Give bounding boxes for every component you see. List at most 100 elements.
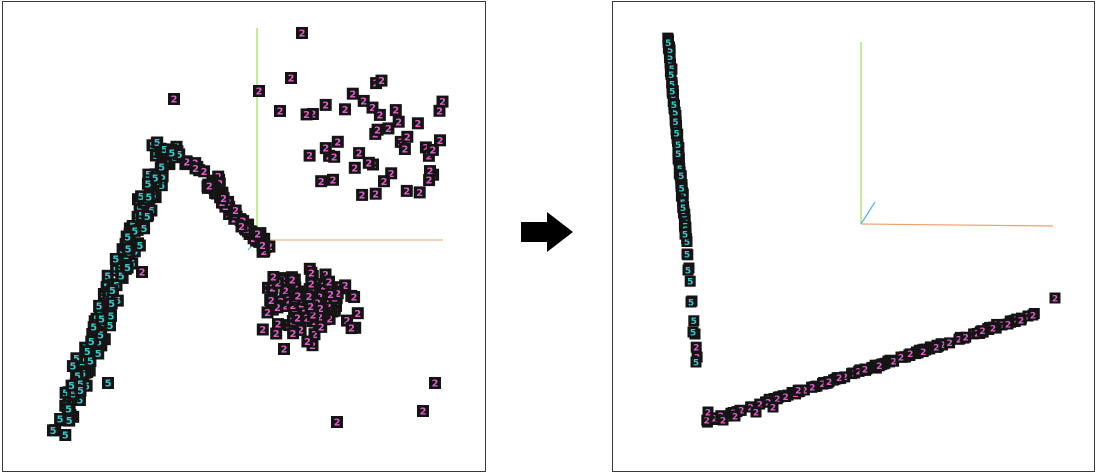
digit-five-glyph: 5 xyxy=(158,163,165,174)
digit-two-glyph: 2 xyxy=(354,309,361,320)
digit-two-glyph: 2 xyxy=(348,324,355,335)
digit-five-tile xyxy=(47,424,59,437)
digit-two-glyph: 2 xyxy=(309,110,316,121)
digit-two-glyph: 2 xyxy=(334,289,341,300)
digit-two-glyph: 2 xyxy=(183,157,190,168)
digit-two-tile xyxy=(351,307,364,320)
digit-two-glyph: 2 xyxy=(374,125,381,136)
digit-five-tile xyxy=(105,309,117,322)
digit-two-glyph: 2 xyxy=(306,151,313,162)
digit-five-glyph: 5 xyxy=(50,426,57,437)
digit-two-tile xyxy=(701,414,713,426)
digit-five-tile xyxy=(141,210,154,223)
digit-two-glyph: 2 xyxy=(269,284,276,295)
digit-two-glyph: 2 xyxy=(192,164,199,175)
digit-two-glyph: 2 xyxy=(422,143,429,154)
digit-two-glyph: 2 xyxy=(365,158,372,169)
digit-two-tile xyxy=(375,74,388,87)
digit-five-glyph: 5 xyxy=(66,416,73,427)
digit-two-glyph: 2 xyxy=(334,137,341,148)
digit-five-tile xyxy=(165,147,178,160)
digit-two-glyph: 2 xyxy=(437,136,444,147)
digit-two-glyph: 2 xyxy=(890,358,896,368)
digit-two-glyph: 2 xyxy=(282,302,289,313)
digit-two-tile xyxy=(717,414,729,426)
digit-five-tile xyxy=(102,377,114,389)
digit-two-tile xyxy=(1002,318,1014,330)
digit-two-glyph: 2 xyxy=(757,400,763,410)
digit-two-glyph: 2 xyxy=(963,334,969,344)
digit-two-glyph: 2 xyxy=(1030,311,1036,321)
digit-two-glyph: 2 xyxy=(404,132,411,143)
digit-two-tile xyxy=(839,371,851,383)
digit-two-glyph: 2 xyxy=(842,373,848,383)
digit-two-tile xyxy=(189,162,202,175)
digit-two-tile xyxy=(690,341,702,353)
digit-two-tile xyxy=(348,291,361,303)
digit-five-glyph: 5 xyxy=(688,298,694,308)
digit-five-tile xyxy=(670,116,681,128)
digit-two-tile xyxy=(256,239,269,252)
digit-two-glyph: 2 xyxy=(1018,316,1024,326)
digit-two-glyph: 2 xyxy=(432,379,439,390)
digit-five-glyph: 5 xyxy=(108,312,115,323)
digit-two-glyph: 2 xyxy=(281,345,288,356)
digit-two-tile xyxy=(735,404,747,416)
left-scatter-canvas: 5555555555555555555555555555555555555555… xyxy=(47,27,449,442)
digit-five-glyph: 5 xyxy=(98,314,105,325)
digit-two-glyph: 2 xyxy=(294,314,301,325)
digit-two-glyph: 2 xyxy=(753,408,759,418)
digit-two-glyph: 2 xyxy=(139,268,146,279)
digit-two-tile xyxy=(362,156,375,169)
digit-two-glyph: 2 xyxy=(297,326,304,337)
digit-five-tile xyxy=(679,228,691,240)
digit-two-tile xyxy=(417,405,429,417)
digit-five-glyph: 5 xyxy=(145,170,152,181)
digit-two-tile xyxy=(235,220,248,233)
digit-two-tile xyxy=(436,95,449,108)
digit-two-glyph: 2 xyxy=(270,273,277,284)
digit-two-glyph: 2 xyxy=(392,106,399,117)
digit-two-glyph: 2 xyxy=(294,291,301,302)
digit-five-tile xyxy=(142,190,155,203)
digit-two-tile xyxy=(328,150,341,163)
digit-five-glyph: 5 xyxy=(687,278,693,288)
digit-two-glyph: 2 xyxy=(288,74,295,85)
digit-five-glyph: 5 xyxy=(675,141,681,151)
digit-five-glyph: 5 xyxy=(112,255,119,266)
digit-two-tile xyxy=(327,173,339,186)
digit-two-glyph: 2 xyxy=(259,325,266,336)
digit-two-tile xyxy=(429,377,441,389)
digit-two-glyph: 2 xyxy=(311,330,318,341)
digit-five-tile xyxy=(122,242,134,255)
digit-five-tile xyxy=(671,127,683,139)
digit-five-tile xyxy=(688,315,700,327)
digit-two-glyph: 2 xyxy=(326,315,333,326)
digit-two-glyph: 2 xyxy=(330,175,337,186)
digit-two-tile xyxy=(904,348,916,360)
digit-two-tile xyxy=(996,319,1008,331)
digit-five-tile xyxy=(85,335,98,348)
digit-two-glyph: 2 xyxy=(426,176,433,187)
digit-two-glyph: 2 xyxy=(275,320,282,331)
digit-two-glyph: 2 xyxy=(317,304,324,315)
digit-two-glyph: 2 xyxy=(395,117,402,128)
digit-two-tile xyxy=(319,98,332,111)
digit-five-glyph: 5 xyxy=(675,150,681,160)
right-scatter-canvas: 5555555555555555555555555555555555555555… xyxy=(662,32,1061,428)
digit-two-tile xyxy=(401,130,414,143)
digit-two-tile xyxy=(953,333,965,345)
digit-five-glyph: 5 xyxy=(124,263,131,274)
digit-two-tile xyxy=(203,180,216,193)
digit-two-tile xyxy=(1015,314,1027,326)
digit-two-tile xyxy=(296,27,308,39)
digit-five-tile xyxy=(681,236,693,247)
digit-two-tile xyxy=(750,406,762,418)
digit-five-glyph: 5 xyxy=(73,354,80,365)
digit-five-glyph: 5 xyxy=(105,379,112,390)
digit-five-glyph: 5 xyxy=(84,347,91,358)
digit-two-tile xyxy=(780,391,792,402)
digit-two-tile xyxy=(382,122,395,135)
digit-two-tile xyxy=(433,104,446,117)
digit-two-tile xyxy=(798,384,810,396)
